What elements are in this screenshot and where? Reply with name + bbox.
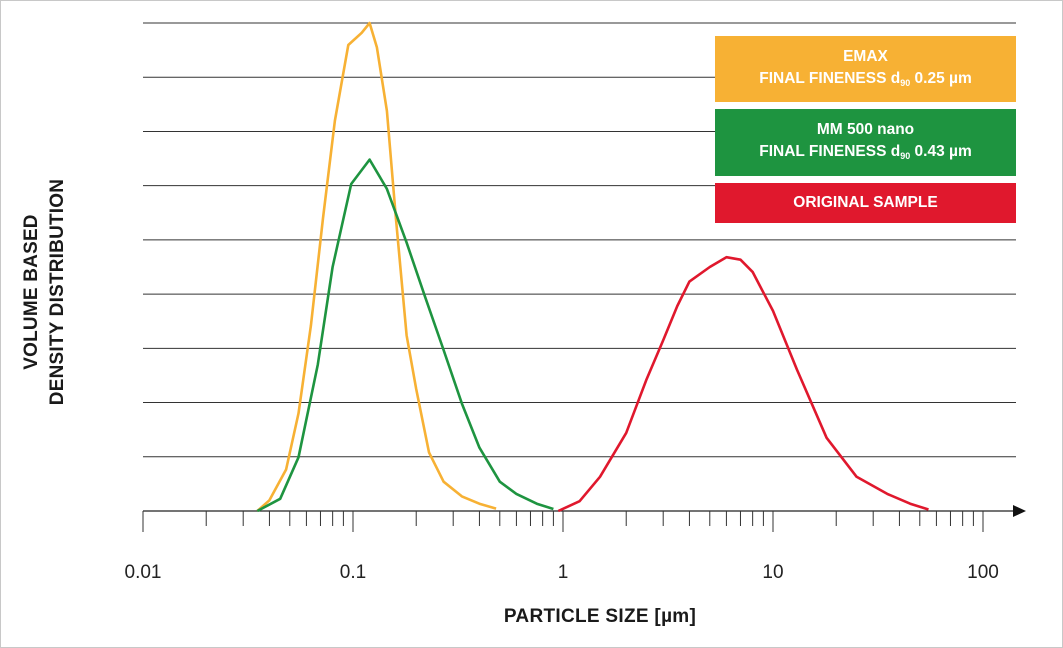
x-tick-label: 1 xyxy=(558,562,569,583)
legend-item-emax: EMAX FINAL FINENESS d90 0.25 µm xyxy=(715,36,1016,102)
y-axis-label: VOLUME BASED DENSITY DISTRIBUTION xyxy=(19,82,75,502)
series-line-2 xyxy=(557,255,929,513)
x-tick-label: 10 xyxy=(762,562,783,583)
x-axis-label: PARTICLE SIZE [µm] xyxy=(503,606,697,627)
legend-emax-name: EMAX xyxy=(843,48,888,65)
legend-item-mm500: MM 500 nano FINAL FINENESS d90 0.43 µm xyxy=(715,109,1016,176)
series-line-1 xyxy=(256,158,554,513)
x-tick-label: 100 xyxy=(967,562,999,583)
legend-original-name: ORIGINAL SAMPLE xyxy=(793,194,938,211)
x-tick-label: 0.01 xyxy=(125,562,162,583)
legend-emax-fineness: FINAL FINENESS d90 0.25 µm xyxy=(759,70,972,88)
y-axis-label-line-2: DENSITY DISTRIBUTION xyxy=(47,178,68,406)
series-line-0 xyxy=(256,21,497,512)
x-tick-label: 0.1 xyxy=(340,562,366,583)
x-axis-arrow xyxy=(1013,505,1026,517)
legend-mm500-fineness: FINAL FINENESS d90 0.43 µm xyxy=(759,143,972,161)
legend-mm500-name: MM 500 nano xyxy=(816,121,915,138)
legend-item-original-sample: ORIGINAL SAMPLE xyxy=(715,183,1016,223)
x-axis: 0.01 0.1 1 10 100 xyxy=(125,505,1026,583)
series-lines xyxy=(256,21,929,513)
y-axis-label-line-1: VOLUME BASED xyxy=(21,214,42,370)
